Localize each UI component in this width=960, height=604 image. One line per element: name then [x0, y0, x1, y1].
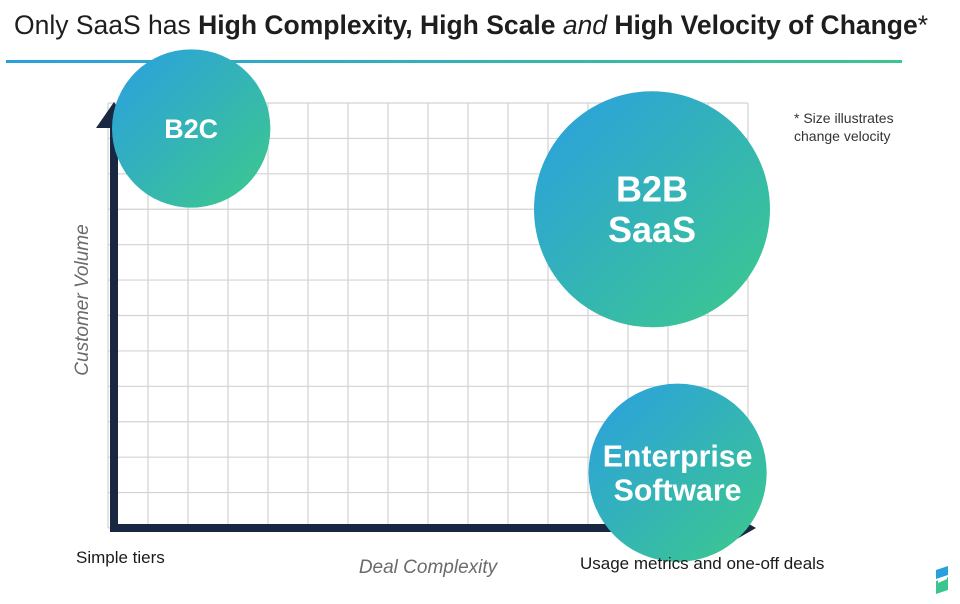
- y-axis-title: Customer Volume: [72, 224, 93, 375]
- page-title: Only SaaS has High Complexity, High Scal…: [14, 10, 928, 41]
- bubble-label: B2B: [616, 169, 688, 210]
- title-underline: [6, 60, 902, 63]
- title-part-2: High Complexity, High Scale: [198, 10, 556, 40]
- title-part-3: and: [555, 10, 615, 40]
- x-axis-title: Deal Complexity: [359, 557, 499, 578]
- size-footnote: * Size illustrates change velocity: [794, 110, 894, 144]
- bubble-label: Enterprise: [603, 440, 753, 473]
- bubble-b2b-saas: [534, 91, 770, 328]
- x-axis-low-label: Simple tiers: [76, 548, 165, 567]
- x-axis-high-label: Usage metrics and one-off deals: [580, 554, 825, 573]
- brand-logo-icon: [936, 566, 948, 594]
- bubble-label: B2C: [164, 114, 218, 144]
- bubble-b2c: [112, 49, 271, 208]
- chart-axis-labels: Deal Complexity Customer Volume: [72, 224, 499, 578]
- bubble-label: Software: [614, 474, 742, 507]
- title-part-4: High Velocity of Change: [614, 10, 918, 40]
- bubble-enterprise-software: [588, 383, 767, 562]
- title-part-1: Only SaaS has: [14, 10, 199, 40]
- bubble-label: SaaS: [608, 209, 696, 250]
- title-part-5: *: [917, 10, 929, 40]
